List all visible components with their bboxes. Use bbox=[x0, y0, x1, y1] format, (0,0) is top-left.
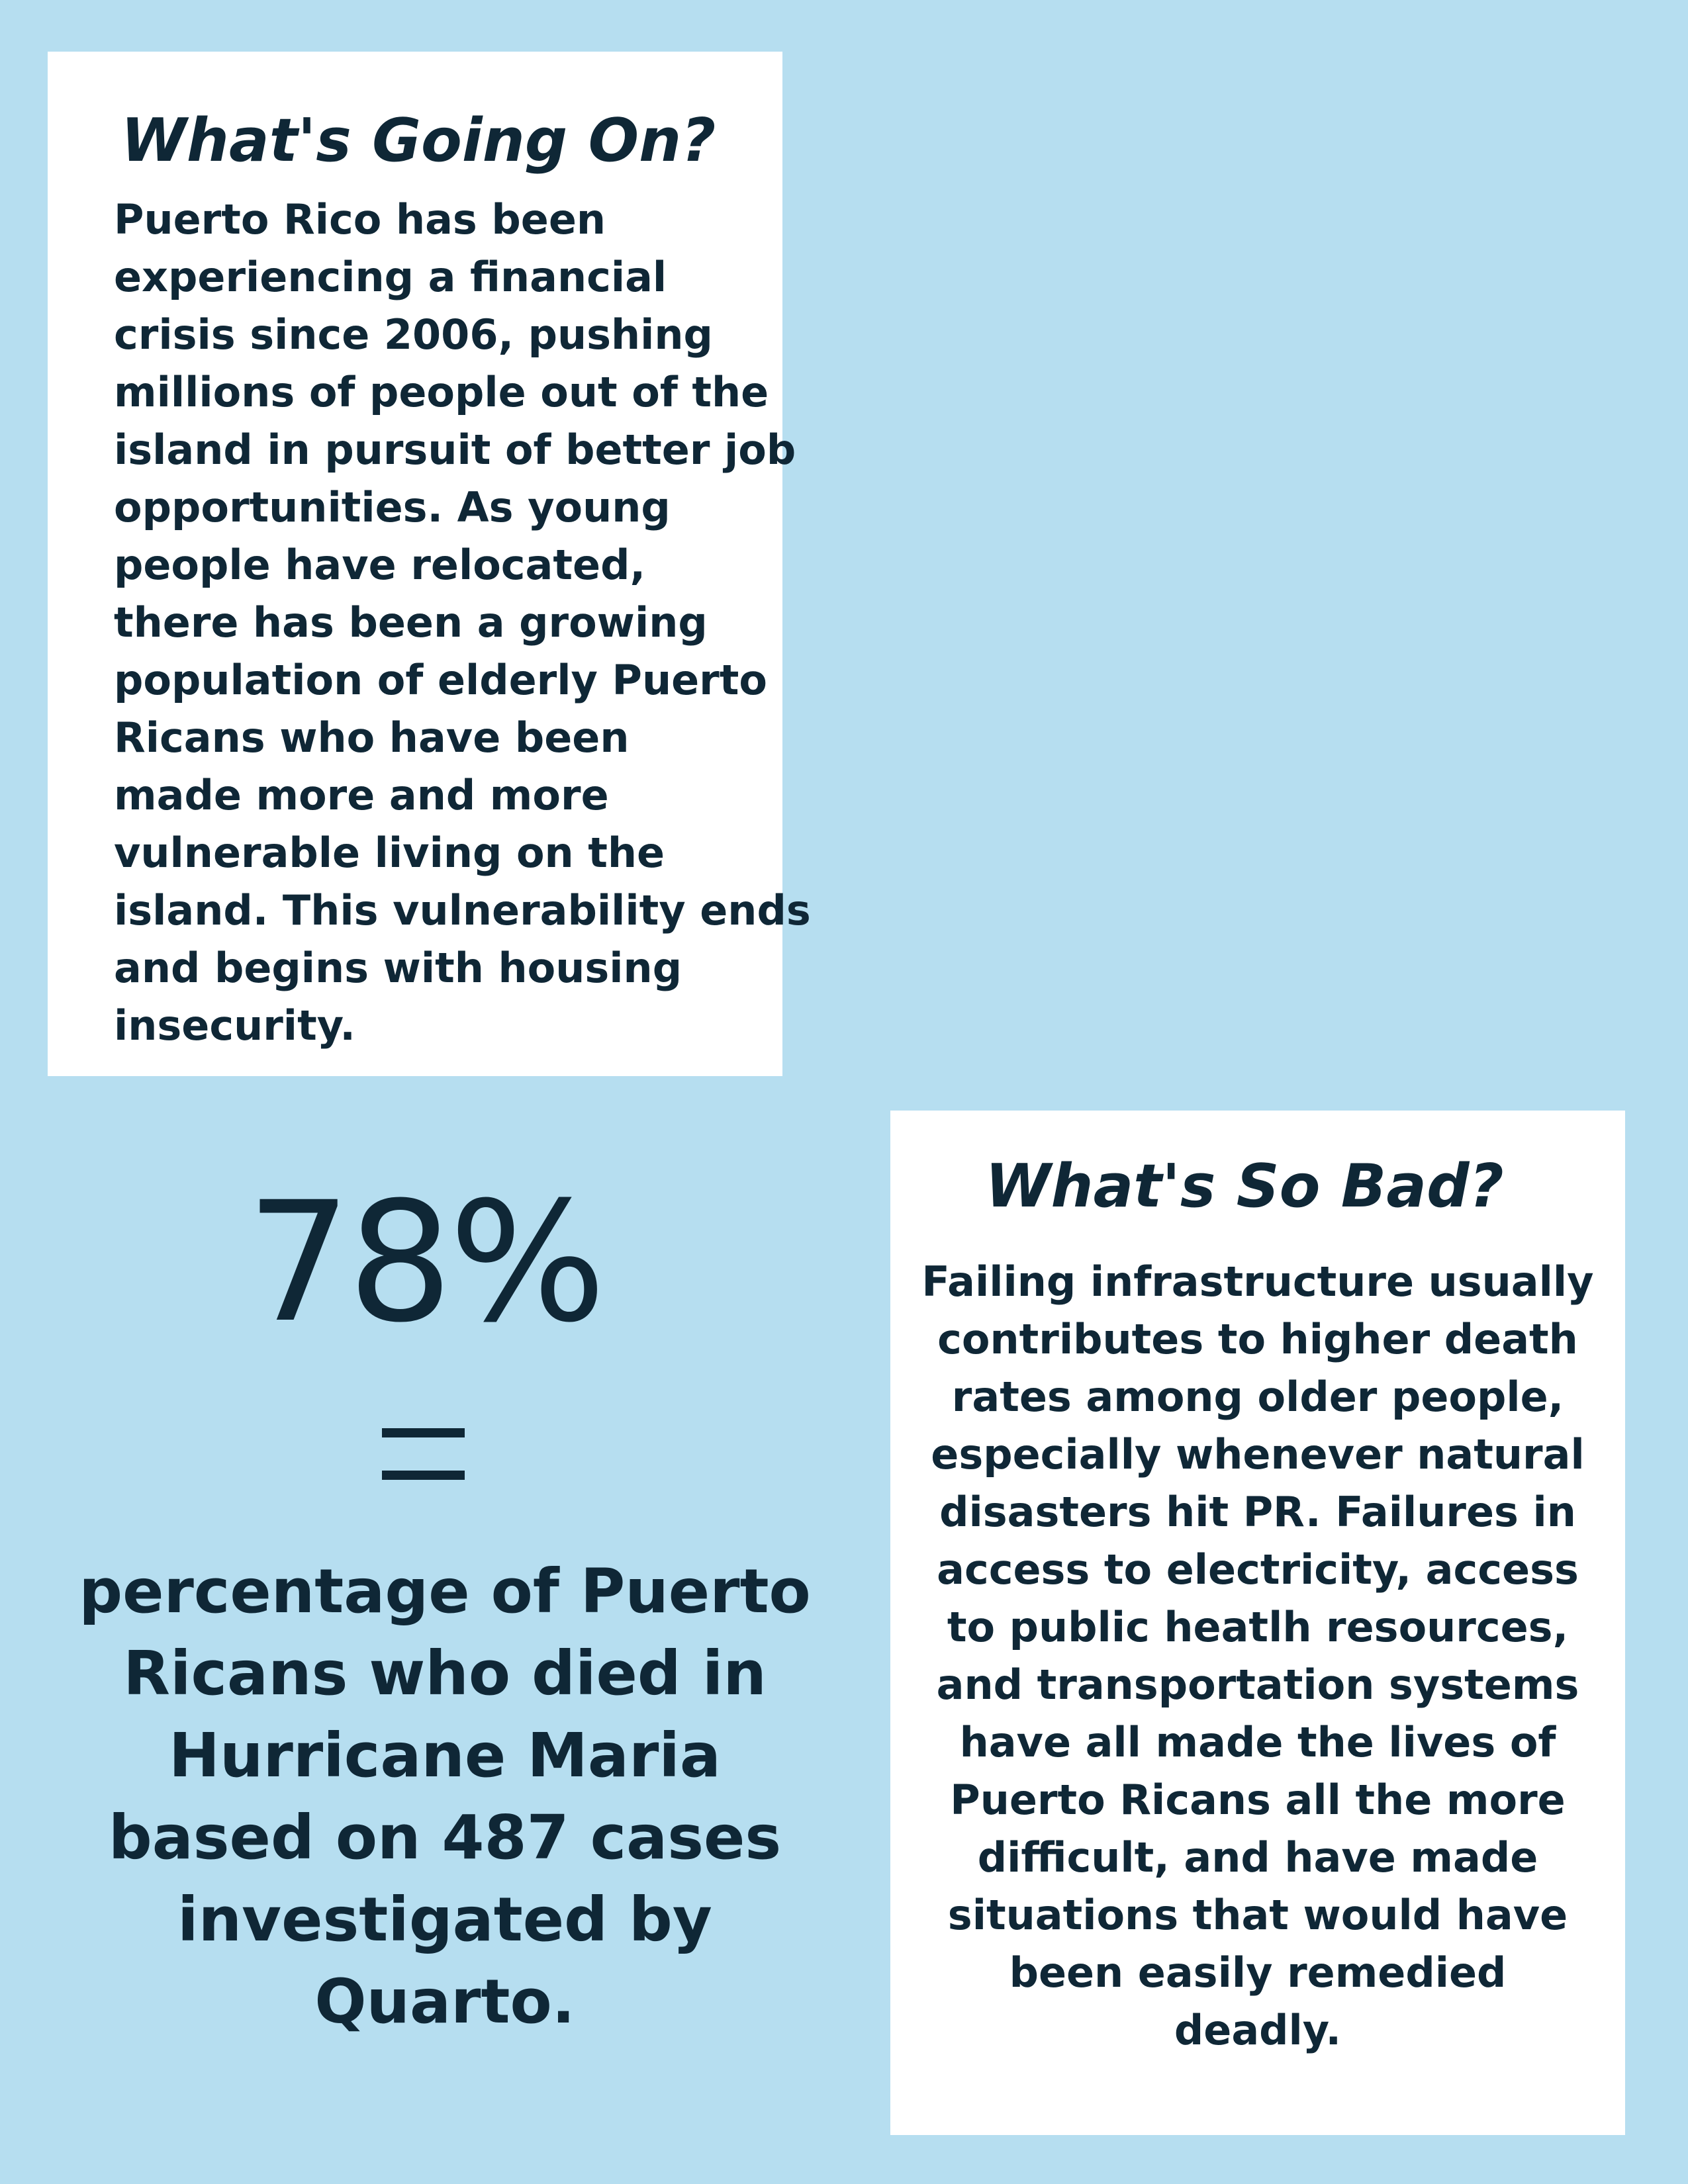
body-line: Puerto Rico has been bbox=[114, 195, 606, 244]
body-line: millions of people out of the bbox=[114, 368, 769, 416]
whats-so-bad-body: Failing infrastructure usually contribut… bbox=[917, 1253, 1599, 2059]
body-line: disasters hit PR. Failures in bbox=[939, 1488, 1576, 1536]
body-line: people have relocated, bbox=[114, 541, 646, 589]
body-line: experiencing a financial bbox=[114, 253, 667, 301]
body-line: island. This vulnerability ends bbox=[114, 886, 811, 934]
whats-going-on-heading: What's Going On? bbox=[120, 106, 716, 175]
caption-line: Hurricane Maria bbox=[169, 1720, 721, 1791]
body-line: Failing infrastructure usually bbox=[921, 1257, 1594, 1306]
caption-line: based on 487 cases bbox=[108, 1802, 782, 1873]
caption-line: Quarto. bbox=[314, 1966, 575, 2037]
body-line: made more and more bbox=[114, 771, 609, 819]
body-line: deadly. bbox=[1174, 2006, 1342, 2054]
body-line: have all made the lives of bbox=[959, 1718, 1556, 1766]
equals-bar-top bbox=[382, 1428, 465, 1437]
statistic-caption: percentage of Puerto Ricans who died in … bbox=[48, 1551, 842, 2043]
whats-going-on-card: What's Going On? Puerto Rico has been ex… bbox=[48, 52, 811, 1076]
caption-line: Ricans who died in bbox=[123, 1638, 767, 1709]
body-line: Puerto Ricans all the more bbox=[950, 1776, 1566, 1824]
body-line: island in pursuit of better job bbox=[114, 426, 796, 474]
body-line: insecurity. bbox=[114, 1001, 355, 1050]
body-line: especially whenever natural bbox=[931, 1430, 1585, 1479]
equals-sign-icon bbox=[382, 1428, 465, 1481]
body-line: population of elderly Puerto bbox=[114, 656, 767, 704]
body-line: to public heatlh resources, bbox=[947, 1603, 1569, 1651]
body-line: contributes to higher death bbox=[937, 1315, 1578, 1363]
body-line: there has been a growing bbox=[114, 598, 708, 647]
equals-bar-bottom bbox=[382, 1471, 465, 1480]
body-line: and transportation systems bbox=[936, 1661, 1579, 1709]
body-line: vulnerable living on the bbox=[114, 829, 665, 877]
body-line: and begins with housing bbox=[114, 944, 682, 992]
body-line: access to electricity, access bbox=[937, 1545, 1579, 1594]
whats-so-bad-card: What's So Bad? Failing infrastructure us… bbox=[890, 1111, 1625, 2135]
statistic-block: 78% percentage of Puerto Ricans who died… bbox=[48, 1111, 842, 2135]
statistic-number: 78% bbox=[246, 1166, 606, 1359]
body-line: difficult, and have made bbox=[977, 1833, 1538, 1882]
body-line: Ricans who have been bbox=[114, 713, 630, 762]
body-line: been easily remedied bbox=[1009, 1948, 1507, 1997]
whats-going-on-body: Puerto Rico has been experiencing a fina… bbox=[114, 191, 811, 1054]
body-line: opportunities. As young bbox=[114, 483, 671, 531]
caption-line: percentage of Puerto bbox=[79, 1556, 811, 1627]
caption-line: investigated by bbox=[177, 1884, 712, 1955]
whats-so-bad-heading: What's So Bad? bbox=[985, 1152, 1504, 1221]
body-line: crisis since 2006, pushing bbox=[114, 310, 713, 359]
body-line: situations that would have bbox=[947, 1891, 1568, 1939]
body-line: rates among older people, bbox=[951, 1373, 1564, 1421]
